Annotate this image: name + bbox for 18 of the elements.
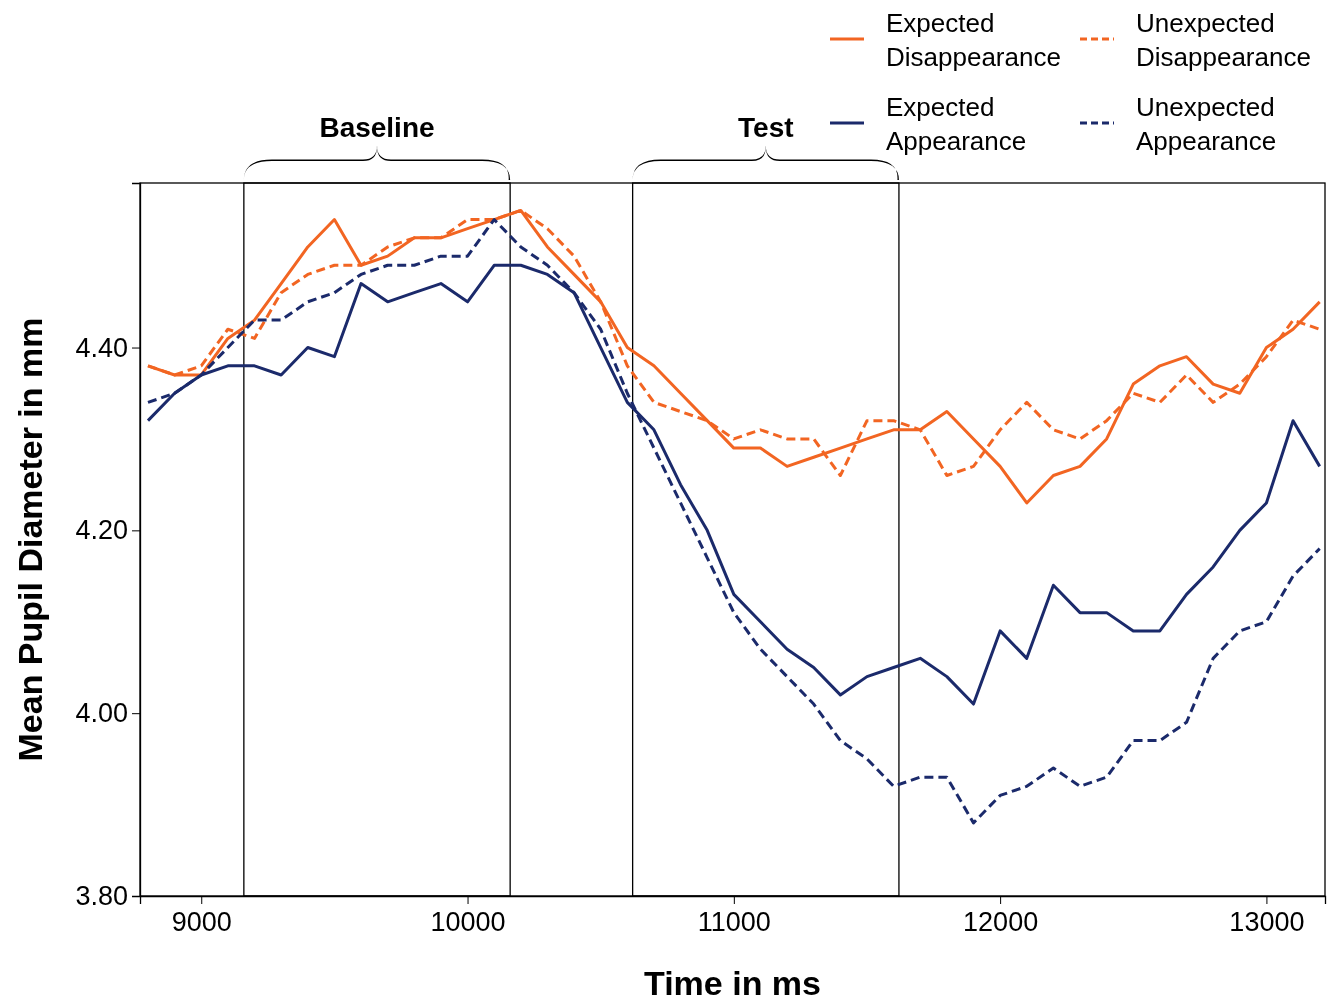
band-label: Baseline (319, 112, 435, 143)
x-tick-label: 13000 (1229, 907, 1305, 938)
y-tick-label: 4.20 (75, 515, 128, 546)
legend-label: Unexpected Appearance (1136, 92, 1277, 156)
x-tick-label: 11000 (697, 907, 771, 938)
x-tick-label: 12000 (963, 907, 1039, 938)
legend-label: Unexpected Disappearance (1136, 8, 1311, 72)
line-series (146, 218, 1322, 825)
y-tick-label: 4.00 (75, 698, 128, 729)
x-axis-title: Time in ms (644, 964, 821, 1001)
y-axis-title: Mean Pupil Diameter in mm (11, 317, 49, 762)
y-tick-label: 3.80 (75, 881, 128, 912)
y-tick-label: 4.40 (75, 332, 128, 363)
x-tick-label: 9000 (171, 907, 232, 938)
legend-label: Expected Appearance (886, 92, 1027, 156)
x-tick-label: 10000 (430, 907, 506, 938)
legend-label: Expected Disappearance (886, 8, 1061, 72)
band-label: Test (738, 112, 794, 143)
